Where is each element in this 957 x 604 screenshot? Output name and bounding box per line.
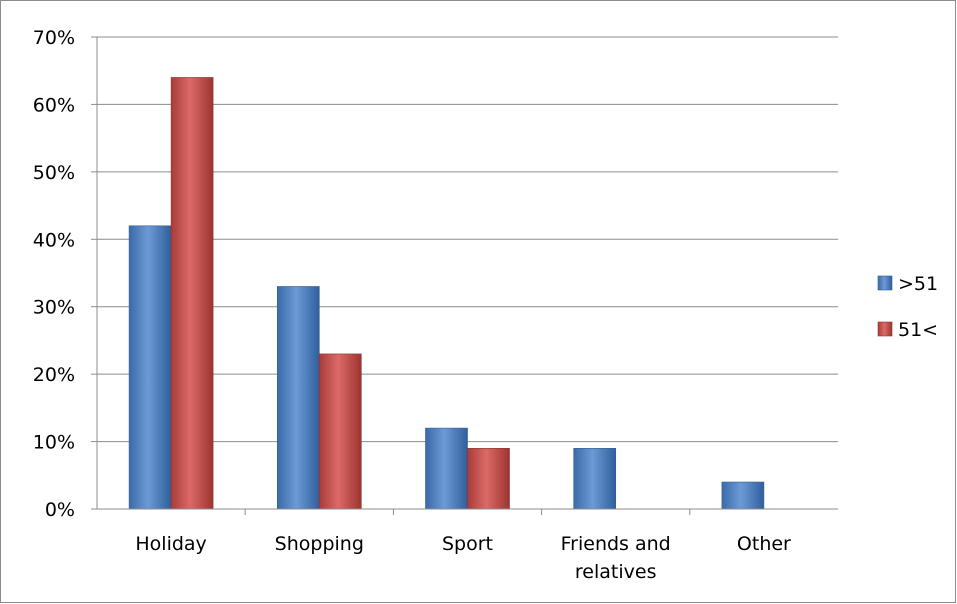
bar-series-1-shopping — [276, 286, 320, 510]
legend-label: >51 — [898, 273, 938, 295]
legend-label: 51< — [898, 319, 938, 341]
axes: 0% 10% 20% 30% 40% 50% 60% 70% Holiday Shopping Sp… — [33, 27, 838, 583]
y-tick-label: 10% — [33, 432, 75, 454]
y-tick-label: 40% — [33, 229, 75, 251]
x-category-label: relatives — [575, 561, 657, 583]
y-tick-label: 20% — [33, 364, 75, 386]
y-tick-label: 60% — [33, 94, 75, 116]
x-category-label: Sport — [442, 533, 493, 555]
y-tick-label: 30% — [33, 297, 75, 319]
bars — [128, 77, 765, 510]
bar-series-1-other — [721, 481, 765, 510]
bar-series-1-friends-and-relatives — [573, 448, 617, 510]
legend-swatch — [877, 275, 893, 291]
bar-series-1-holiday — [128, 225, 172, 510]
bar-series-1-sport — [425, 427, 468, 510]
y-tick-label: 0% — [45, 499, 75, 521]
x-category-label: Other — [737, 533, 791, 555]
bar-series-2-holiday — [170, 77, 214, 510]
bar-series-2-sport — [467, 448, 510, 510]
x-category-label: Friends and — [561, 533, 671, 555]
y-tick-label: 50% — [33, 162, 75, 184]
y-tick-label: 70% — [33, 27, 75, 49]
legend: >51 51< — [877, 273, 938, 341]
x-category-label: Holiday — [135, 533, 206, 555]
x-category-label: Shopping — [275, 533, 364, 555]
bar-series-2-shopping — [318, 353, 362, 510]
legend-swatch — [877, 321, 893, 337]
gridlines — [97, 36, 838, 443]
